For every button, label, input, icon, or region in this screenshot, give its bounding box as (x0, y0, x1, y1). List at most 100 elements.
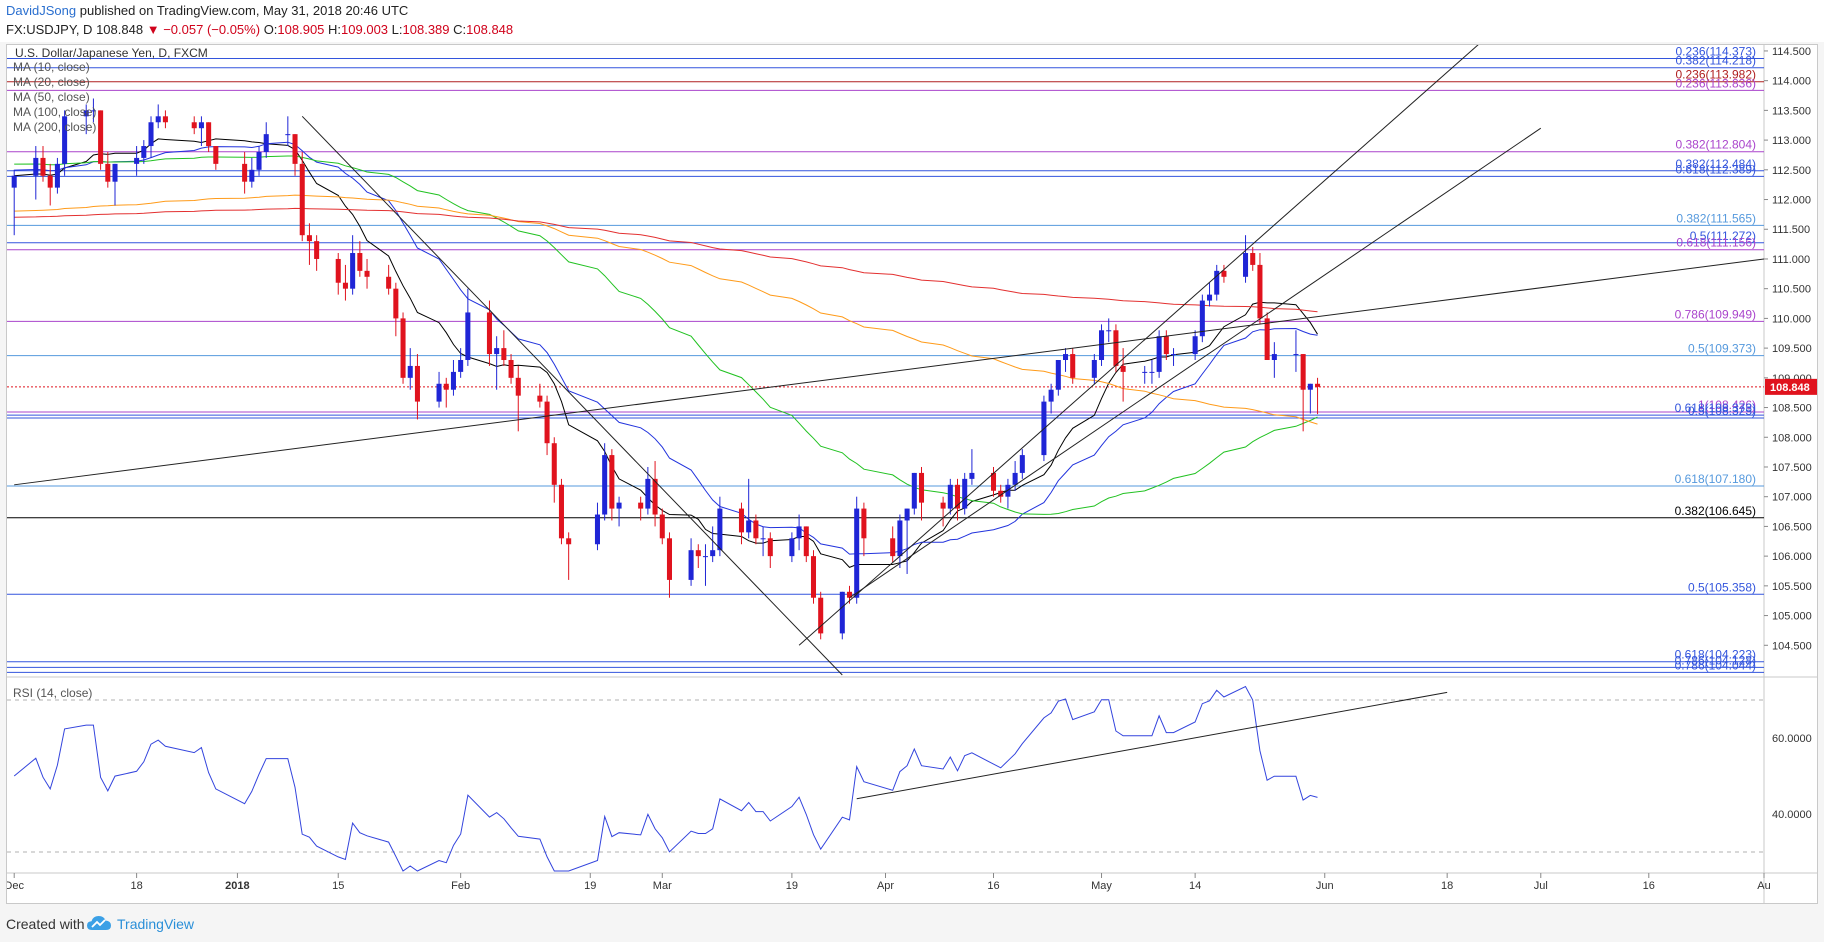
y-tick-label-7: 111.000 (1772, 254, 1810, 266)
candle-body-53 (566, 538, 572, 545)
candle-body-109 (1156, 336, 1162, 372)
candle-body-96 (1019, 455, 1025, 473)
candle-body-38 (414, 365, 420, 402)
candle-body-27 (306, 235, 312, 242)
candle-body-100 (1063, 354, 1069, 360)
candle-body-66 (710, 550, 716, 557)
candle-body-55 (602, 455, 608, 515)
tradingview-brand[interactable]: TradingView (117, 916, 195, 932)
candle-body-12 (141, 146, 147, 158)
candle-body-7 (90, 110, 96, 112)
candle-body-70 (753, 520, 759, 539)
candle-body-89 (954, 484, 961, 509)
fib-level-label-11: 0.5(109.373) (1688, 342, 1756, 356)
candle-body-57 (616, 502, 622, 509)
fib-level-label-13: 0.618(108.373) (1675, 401, 1756, 415)
candle-body-37 (407, 365, 413, 378)
candle-body-2 (40, 157, 46, 176)
fib-level-label-3: 0.236(113.836) (1675, 76, 1756, 90)
candle-body-83 (897, 520, 903, 557)
candle-body-44 (486, 312, 492, 355)
candle-body-67 (717, 508, 723, 551)
x-tick-label-15: 16 (1643, 880, 1655, 892)
author-link[interactable]: DavidJSong (6, 3, 77, 18)
ma10-line (14, 138, 1318, 568)
y-tick-label-6: 111.500 (1772, 224, 1810, 236)
y-tick-label-4: 112.500 (1772, 165, 1811, 177)
y-tick-label-0: 114.500 (1772, 46, 1811, 58)
candle-body-94 (1005, 484, 1011, 497)
candle-body-14 (155, 116, 161, 123)
candle-body-23 (263, 134, 269, 152)
candle-body-24 (285, 134, 291, 136)
fib-level-label-6: 0.618(112.389) (1675, 162, 1756, 176)
ma100-line (14, 194, 1318, 425)
candle-body-54 (594, 514, 600, 545)
candle-body-92 (990, 472, 997, 491)
high-label: H: (328, 22, 342, 37)
candle-body-40 (443, 383, 449, 390)
publish-info: DavidJSong published on TradingView.com,… (6, 3, 408, 18)
candle-body-85 (911, 472, 917, 509)
downtrend-line (301, 115, 843, 676)
candle-body-63 (688, 550, 694, 580)
candle-body-65 (702, 556, 708, 558)
candle-body-39 (436, 383, 442, 402)
candle-body-36 (400, 318, 406, 378)
candle-body-111 (1171, 354, 1177, 356)
candle-body-80 (854, 508, 860, 598)
chart-frame[interactable]: 114.500 114.000 113.500 113.000 112.500 112.0… (6, 44, 1818, 904)
x-tick-label-8: Apr (877, 880, 894, 892)
rsi-tick-label-0: 60.0000 (1772, 733, 1812, 745)
price-chart[interactable]: 114.500 114.000 113.500 113.000 112.500 112.0… (7, 45, 1817, 903)
y-tick-label-16: 106.500 (1772, 521, 1812, 533)
x-tick-label-11: 14 (1189, 880, 1201, 892)
high-value: 109.003 (341, 22, 389, 37)
publish-header: DavidJSong published on TradingView.com,… (0, 0, 1824, 42)
y-tick-label-18: 105.500 (1772, 581, 1812, 593)
candle-body-125 (1315, 383, 1321, 387)
x-tick-label-5: 19 (584, 880, 596, 892)
x-tick-label-4: Feb (451, 880, 470, 892)
candle-body-4 (54, 163, 60, 188)
candle-body-8 (98, 110, 104, 164)
x-tick-label-3: 15 (332, 880, 344, 892)
x-tick-label-9: 16 (987, 880, 999, 892)
candle-body-61 (659, 514, 665, 539)
open-value: 108.905 (277, 22, 325, 37)
fib-level-label-14: 0.5(108.325) (1688, 404, 1756, 418)
fib-level-label-20: 0.786(104.044) (1675, 658, 1756, 672)
candle-body-107 (1142, 371, 1148, 373)
candle-body-99 (1055, 360, 1061, 390)
candle-body-62 (666, 538, 672, 580)
candle-body-106 (1120, 365, 1126, 372)
candle-body-20 (242, 163, 248, 182)
candle-body-51 (551, 443, 557, 485)
change: −0.057 (−0.05%) (163, 22, 261, 37)
down-arrow-icon: ▼ (146, 22, 160, 37)
x-tick-label-13: 18 (1441, 880, 1453, 892)
candle-body-108 (1149, 371, 1155, 373)
x-tick-label-1: 18 (130, 880, 142, 892)
candle-body-104 (1106, 330, 1112, 332)
y-tick-label-19: 105.000 (1772, 611, 1812, 623)
y-tick-label-20: 104.500 (1772, 640, 1812, 652)
footer: Created with TradingView (0, 904, 1824, 942)
candle-body-81 (861, 508, 867, 539)
candle-body-26 (299, 163, 305, 236)
fib-level-label-7: 0.382(111.565) (1676, 211, 1756, 225)
legend-item-1: MA (20, close) (13, 75, 90, 89)
candle-body-73 (789, 538, 795, 557)
candle-body-59 (645, 478, 651, 509)
fib-level-label-4: 0.382(112.804) (1675, 138, 1756, 152)
y-tick-label-15: 107.000 (1772, 492, 1812, 504)
fib-level-label-8: 0.5(111.272) (1690, 229, 1756, 243)
candle-body-87 (940, 502, 946, 509)
candle-body-88 (947, 484, 953, 509)
candle-body-21 (249, 169, 255, 182)
candle-body-71 (760, 538, 766, 540)
ma200-line (14, 207, 1318, 313)
fib-level-label-19: 0.786(104.128) (1675, 653, 1756, 667)
close-value: 108.848 (466, 22, 514, 37)
y-tick-label-12: 108.500 (1772, 403, 1812, 415)
